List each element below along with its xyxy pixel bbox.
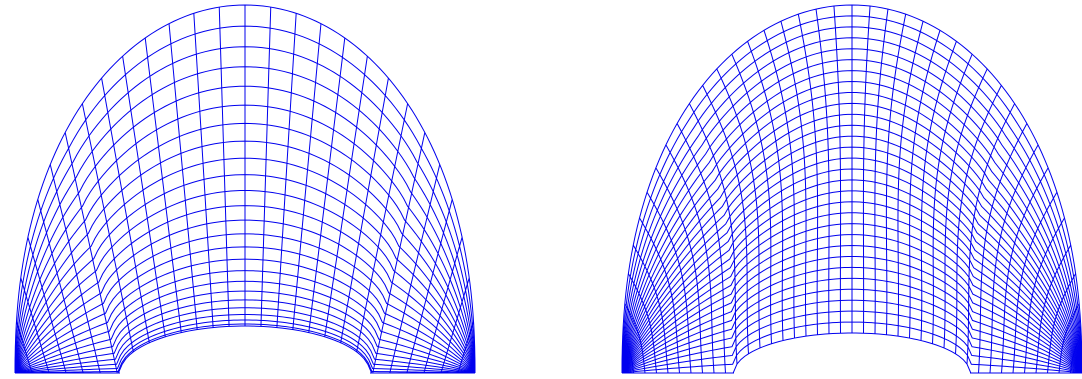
right-circumferential-line: [621, 299, 1082, 374]
right-circumferential-line: [621, 15, 1082, 374]
right-circumferential-line: [621, 255, 1082, 374]
right-circumferential-line: [621, 124, 1082, 374]
left-circumferential-line: [14, 280, 476, 374]
left-circumferential-line: [14, 323, 476, 374]
left-circumferential-line: [14, 219, 476, 374]
left-circumferential-line: [14, 313, 476, 374]
left-circumferential-line: [14, 299, 476, 374]
left-circumferential-line: [14, 140, 476, 374]
right-circumferential-line: [621, 223, 1082, 374]
left-circumferential-line: [14, 157, 476, 374]
right-circumferential-line: [621, 321, 1082, 374]
right-radial-line: [885, 14, 907, 335]
left-circumferential-line: [14, 4, 476, 374]
right-circumferential-line: [621, 245, 1082, 374]
right-circumferential-line: [621, 135, 1082, 374]
left-circumferential-line: [14, 122, 476, 374]
right-circumferential-line: [621, 288, 1082, 374]
right-circumferential-line: [621, 266, 1082, 374]
left-circumferential-line: [14, 25, 476, 374]
left-circumferential-line: [14, 205, 476, 374]
left-circumferential-line: [14, 189, 476, 374]
right-circumferential-line: [621, 190, 1082, 374]
right-circumferential-line: [621, 37, 1082, 374]
left-circumferential-line: [14, 66, 476, 374]
right-circumferential-line: [621, 102, 1082, 374]
right-circumferential-line: [621, 26, 1082, 374]
right-circumferential-line: [621, 81, 1082, 374]
right-circumferential-line: [621, 4, 1082, 374]
right-circumferential-line: [621, 113, 1082, 374]
right-circumferential-line: [621, 212, 1082, 374]
right-circumferential-line: [621, 59, 1082, 374]
right-circumferential-line: [621, 179, 1082, 374]
right-circumferential-line: [621, 157, 1082, 374]
left-circumferential-line: [14, 270, 476, 374]
right-circumferential-line: [621, 201, 1082, 374]
left-circumferential-line: [14, 85, 476, 374]
left-circumferential-line: [14, 258, 476, 374]
right-circumferential-line: [621, 146, 1082, 374]
left-circumferential-line: [14, 307, 476, 374]
right-circumferential-line: [621, 91, 1082, 374]
right-circumferential-line: [621, 277, 1082, 374]
left-circumferential-line: [14, 246, 476, 374]
right-circumferential-line: [621, 168, 1082, 374]
left-circumferential-line: [14, 290, 476, 374]
left-circumferential-line: [14, 174, 476, 374]
left-circumferential-line: [14, 319, 476, 374]
right-circumferential-line: [621, 48, 1082, 374]
left-circumferential-line: [14, 104, 476, 374]
left-circumferential-line: [14, 46, 476, 374]
right-circumferential-line: [621, 310, 1082, 374]
left-circumferential-line: [14, 233, 476, 374]
right-circumferential-line: [621, 70, 1082, 374]
right-circumferential-line: [621, 234, 1082, 374]
right-radial-line: [797, 14, 819, 335]
